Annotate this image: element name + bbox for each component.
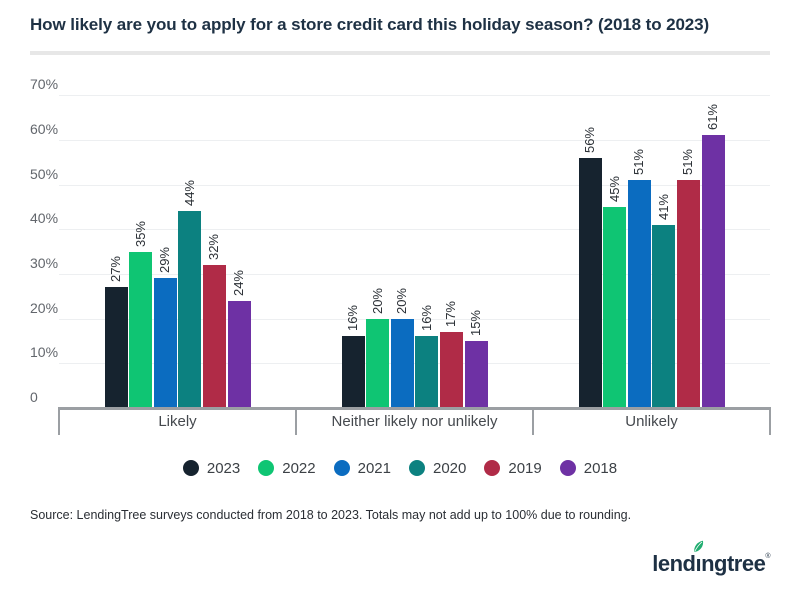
title-divider bbox=[30, 51, 770, 55]
bar-neither-likely-nor-unlikely-2018 bbox=[464, 341, 488, 408]
legend-item-2019: 2019 bbox=[484, 459, 542, 477]
source-note: Source: LendingTree surveys conducted fr… bbox=[30, 508, 632, 522]
y-axis-tick-label: 60% bbox=[30, 120, 62, 137]
bar-value-label-neither-likely-nor-unlikely-2023: 16% bbox=[345, 304, 360, 331]
legend-item-2020: 2020 bbox=[409, 460, 466, 477]
bar-value-label-unlikely-2018: 61% bbox=[705, 103, 720, 130]
gridline-30 bbox=[59, 273, 770, 275]
bar-neither-likely-nor-unlikely-2022 bbox=[366, 319, 390, 408]
bar-unlikely-2021 bbox=[627, 180, 651, 408]
legend-label: 2019 bbox=[508, 459, 542, 477]
bar-unlikely-2022 bbox=[603, 207, 627, 408]
gridline-50 bbox=[59, 184, 770, 186]
x-axis-category-label: Unlikely bbox=[625, 413, 678, 430]
bar-value-label-unlikely-2021: 51% bbox=[631, 148, 647, 175]
legend-label: 2018 bbox=[583, 459, 618, 477]
bar-neither-likely-nor-unlikely-2020 bbox=[415, 336, 439, 408]
chart-legend: 2023 2022 2021 2020 2019 2018 bbox=[0, 458, 800, 478]
lendingtree-logo: lend ı ngtree ® bbox=[652, 539, 770, 577]
bar-value-label-neither-likely-nor-unlikely-2021: 20% bbox=[394, 287, 410, 314]
bar-value-label-unlikely-2020: 41% bbox=[655, 193, 671, 220]
registered-mark: ® bbox=[765, 553, 770, 560]
bar-unlikely-2018 bbox=[701, 135, 725, 408]
bar-neither-likely-nor-unlikely-2023 bbox=[341, 336, 365, 408]
x-axis-category-label: Likely bbox=[158, 413, 197, 430]
gridline-20 bbox=[59, 318, 770, 320]
y-axis-tick-label: 50% bbox=[30, 165, 62, 182]
bar-likely-2018 bbox=[227, 301, 251, 408]
legend-label: 2022 bbox=[282, 459, 316, 477]
bar-value-label-neither-likely-nor-unlikely-2019: 17% bbox=[443, 300, 459, 327]
y-axis-tick-label: 20% bbox=[30, 299, 62, 316]
legend-swatch-2019 bbox=[484, 460, 501, 476]
bar-value-label-unlikely-2023: 56% bbox=[582, 126, 597, 153]
y-axis-tick-label: 10% bbox=[30, 344, 62, 361]
bar-value-label-likely-2018: 24% bbox=[231, 269, 246, 296]
bar-value-label-likely-2021: 29% bbox=[157, 246, 173, 273]
x-axis-tick bbox=[295, 407, 297, 435]
legend-item-2018: 2018 bbox=[559, 459, 618, 477]
gridline-40 bbox=[59, 229, 770, 231]
x-axis-tick bbox=[769, 407, 771, 435]
legend-item-2022: 2022 bbox=[258, 459, 316, 477]
legend-item-2021: 2021 bbox=[333, 459, 391, 477]
legend-swatch-2021 bbox=[333, 460, 350, 476]
y-axis-tick-label: 30% bbox=[30, 254, 62, 271]
leaf-icon bbox=[693, 539, 705, 553]
gridline-60 bbox=[59, 139, 770, 141]
bar-likely-2019 bbox=[202, 265, 226, 408]
bar-value-label-likely-2020: 44% bbox=[181, 179, 197, 206]
x-axis-line bbox=[58, 407, 771, 410]
logo-text-lend: lend bbox=[652, 551, 696, 576]
bar-unlikely-2019 bbox=[676, 180, 700, 408]
bar-neither-likely-nor-unlikely-2021 bbox=[390, 319, 414, 408]
legend-swatch-2022 bbox=[258, 460, 275, 476]
bar-unlikely-2023 bbox=[578, 158, 602, 408]
bar-likely-2023 bbox=[104, 287, 128, 408]
bar-likely-2021 bbox=[153, 278, 177, 408]
legend-swatch-2018 bbox=[559, 460, 576, 476]
legend-item-2023: 2023 bbox=[182, 459, 241, 477]
y-axis-tick-label: 40% bbox=[30, 210, 62, 227]
chart-title: How likely are you to apply for a store … bbox=[30, 15, 710, 34]
x-axis-tick bbox=[58, 407, 60, 435]
logo-letter-i: ı bbox=[693, 539, 705, 577]
legend-label: 2020 bbox=[433, 459, 467, 477]
bar-value-label-likely-2019: 32% bbox=[206, 233, 222, 260]
gridline-70 bbox=[59, 95, 770, 97]
bar-value-label-likely-2022: 35% bbox=[132, 220, 148, 247]
legend-label: 2023 bbox=[206, 459, 241, 477]
bar-likely-2020 bbox=[178, 211, 202, 408]
bar-value-label-neither-likely-nor-unlikely-2018: 15% bbox=[468, 309, 483, 336]
bar-value-label-unlikely-2022: 45% bbox=[606, 175, 622, 202]
bar-value-label-neither-likely-nor-unlikely-2020: 16% bbox=[418, 304, 434, 331]
bar-likely-2022 bbox=[129, 252, 153, 408]
logo-text-ngtree: ngtree bbox=[701, 551, 766, 576]
x-axis-category-label: Neither likely nor unlikely bbox=[331, 413, 498, 430]
bar-neither-likely-nor-unlikely-2019 bbox=[439, 332, 463, 408]
legend-swatch-2020 bbox=[409, 460, 425, 476]
gridline-10 bbox=[59, 363, 770, 365]
bar-value-label-likely-2023: 27% bbox=[108, 255, 123, 282]
legend-label: 2021 bbox=[357, 459, 391, 477]
y-axis-tick-label: 70% bbox=[30, 76, 62, 93]
legend-swatch-2023 bbox=[182, 460, 199, 476]
bar-value-label-unlikely-2019: 51% bbox=[680, 148, 696, 175]
y-axis-tick-label: 0 bbox=[30, 389, 41, 405]
x-axis-tick bbox=[532, 407, 534, 435]
bar-value-label-neither-likely-nor-unlikely-2022: 20% bbox=[369, 287, 385, 314]
bar-unlikely-2020 bbox=[652, 225, 676, 408]
